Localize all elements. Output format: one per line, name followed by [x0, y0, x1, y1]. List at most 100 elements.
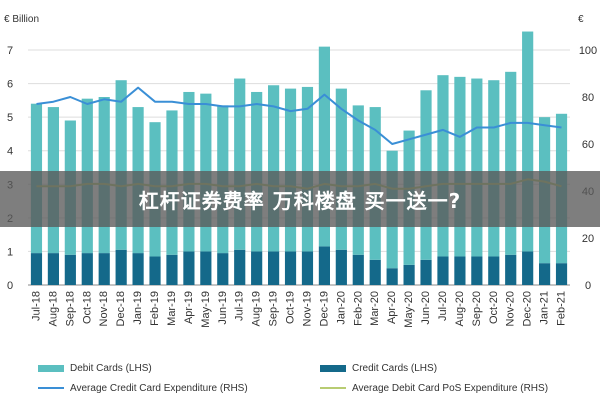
x-tick-label: Jan-19 — [132, 291, 144, 325]
bar-credit-cards — [200, 251, 212, 285]
bar-debit-cards — [284, 88, 297, 252]
bar-credit-cards — [335, 249, 347, 285]
bar-credit-cards — [420, 259, 432, 285]
x-tick-label: Nov-18 — [98, 291, 110, 326]
left-axis-ticks: 01234567 — [7, 45, 13, 292]
x-tick-label: Mar-19 — [166, 291, 178, 326]
x-tick-label: Aug-20 — [454, 291, 466, 326]
bar-credit-cards — [403, 264, 415, 285]
x-tick-label: Sep-20 — [471, 291, 483, 326]
bar-debit-cards — [505, 71, 517, 255]
legend-item-avg-debit: Average Debit Card PoS Expenditure (RHS) — [320, 383, 590, 394]
bar-debit-cards — [301, 86, 314, 252]
bar-debit-cards — [437, 75, 449, 257]
bar-credit-cards — [352, 254, 364, 285]
left-tick-label: 5 — [7, 112, 13, 124]
x-tick-label: Dec-19 — [318, 291, 330, 326]
bar-credit-cards — [64, 254, 76, 285]
left-tick-label: 4 — [7, 146, 13, 158]
bar-credit-cards — [217, 253, 229, 285]
x-tick-label: Jul-20 — [437, 291, 449, 321]
left-tick-label: 6 — [7, 79, 13, 91]
bar-credit-cards — [386, 268, 398, 285]
right-tick-label: 100 — [579, 45, 597, 57]
bar-credit-cards — [522, 251, 534, 285]
bar-credit-cards — [505, 254, 517, 285]
x-tick-label: Jun-19 — [217, 291, 229, 325]
left-axis-unit: € Billion — [4, 14, 39, 25]
bar-credit-cards — [234, 249, 246, 285]
bar-credit-cards — [115, 249, 127, 285]
x-tick-label: Apr-20 — [386, 291, 398, 324]
legend-label-avg-credit: Average Credit Card Expenditure (RHS) — [70, 382, 248, 394]
legend-label-credit-cards: Credit Cards (LHS) — [352, 362, 438, 374]
right-axis-unit: € — [578, 14, 584, 25]
legend-swatch-debit-cards — [38, 364, 64, 372]
x-tick-label: Nov-20 — [505, 291, 517, 326]
right-axis-ticks: 020406080100 — [579, 45, 597, 292]
bar-credit-cards — [471, 256, 483, 285]
bar-credit-cards — [47, 253, 59, 285]
line-avg-credit-card-expenditure — [36, 86, 562, 145]
bar-credit-cards — [183, 251, 195, 285]
x-tick-label: Oct-20 — [488, 291, 500, 324]
x-tick-label: Oct-18 — [81, 291, 93, 324]
x-tick-label: Feb-20 — [352, 291, 364, 326]
x-tick-label: Jan-21 — [539, 291, 551, 325]
x-tick-label: Jun-20 — [420, 291, 432, 325]
bar-credit-cards — [132, 253, 144, 285]
bar-credit-cards — [555, 263, 568, 285]
x-tick-label: Mar-20 — [369, 291, 381, 326]
right-tick-label: 0 — [585, 280, 591, 292]
legend-swatch-avg-credit — [38, 387, 64, 389]
bar-credit-cards — [318, 246, 330, 285]
legend-label-avg-debit: Average Debit Card PoS Expenditure (RHS) — [352, 382, 549, 394]
x-tick-label: Oct-19 — [285, 291, 297, 324]
x-tick-label: Aug-19 — [251, 291, 263, 326]
right-tick-label: 80 — [582, 92, 594, 104]
bar-credit-cards — [301, 251, 314, 285]
left-tick-label: 7 — [7, 45, 13, 57]
bar-debit-cards — [318, 46, 330, 247]
x-tick-label: Jan-20 — [335, 291, 347, 325]
bar-debit-cards — [522, 31, 534, 252]
x-tick-label: Jul-19 — [234, 291, 246, 321]
bar-credit-cards — [454, 256, 466, 285]
legend-label-debit-cards: Debit Cards (LHS) — [70, 362, 152, 374]
bar-debit-cards — [454, 76, 466, 257]
bar-credit-cards — [488, 256, 500, 285]
x-tick-label: Dec-18 — [115, 291, 127, 326]
bar-debit-cards — [471, 78, 483, 257]
left-tick-label: 0 — [7, 280, 13, 292]
bars — [30, 31, 568, 285]
bar-credit-cards — [98, 253, 110, 285]
legend-item-credit-cards: Credit Cards (LHS) — [320, 363, 590, 374]
legend-item-avg-credit: Average Credit Card Expenditure (RHS) — [38, 383, 308, 394]
x-tick-label: May-19 — [200, 291, 212, 328]
x-tick-label: Apr-19 — [183, 291, 195, 324]
bar-debit-cards — [115, 80, 127, 250]
banner-text: 杠杆证券费率 万科楼盘 买一送一? — [138, 188, 462, 213]
x-tick-label: May-20 — [403, 291, 415, 328]
legend-swatch-credit-cards — [320, 364, 346, 372]
bar-credit-cards — [81, 253, 93, 285]
bar-credit-cards — [149, 256, 161, 285]
right-tick-label: 60 — [582, 139, 594, 151]
x-tick-label: Jul-18 — [30, 291, 42, 321]
bar-debit-cards — [234, 78, 246, 250]
x-tick-label: Sep-19 — [268, 291, 280, 326]
bar-credit-cards — [369, 259, 381, 285]
x-tick-label: Feb-21 — [556, 291, 568, 326]
legend-item-debit-cards: Debit Cards (LHS) — [38, 363, 308, 374]
bar-credit-cards — [539, 263, 551, 285]
x-tick-label: Aug-18 — [47, 291, 59, 326]
x-tick-label: Sep-18 — [64, 291, 76, 326]
bar-credit-cards — [284, 251, 297, 285]
x-axis-ticks: Jul-18 Aug-18 Sep-18 Oct-18 Nov-18 Dec-18 Jan-… — [30, 291, 567, 328]
bar-debit-cards — [268, 85, 280, 252]
bar-debit-cards — [488, 80, 500, 257]
x-tick-label: Feb-19 — [149, 291, 161, 326]
right-tick-label: 20 — [582, 233, 594, 245]
bar-debit-cards — [335, 88, 347, 250]
bar-credit-cards — [251, 251, 263, 285]
